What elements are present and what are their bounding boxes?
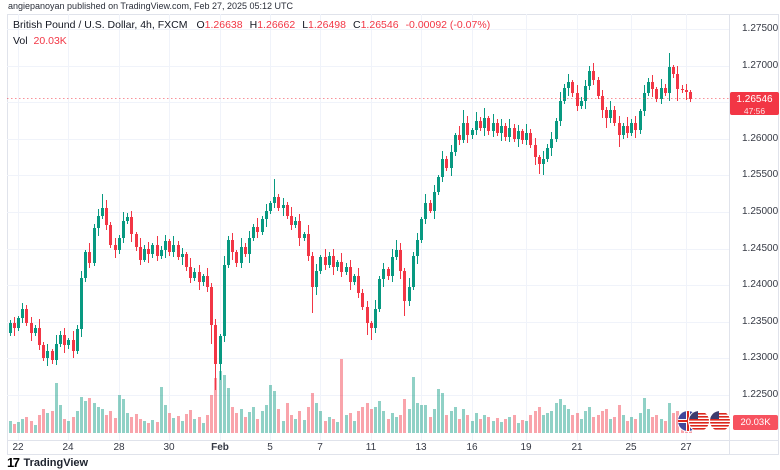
usd-flag-icon: [709, 410, 731, 432]
attribution-text: angiepanoyan published on TradingView.co…: [8, 1, 294, 11]
time-tick-label: 19: [520, 442, 532, 453]
usd-flag-icon-pair: [688, 410, 710, 432]
price-tick-label: 1.27000: [742, 60, 779, 71]
time-tick-label: 24: [62, 442, 74, 453]
time-axis-separator: [7, 440, 779, 441]
open-label: O: [196, 19, 205, 31]
tradingview-logo-text: TradingView: [23, 456, 89, 469]
last-price-value: 1.26546: [736, 94, 773, 105]
chart-pane-border: [7, 14, 779, 455]
high-value: 1.26662: [257, 19, 296, 31]
time-tick-label: 11: [365, 442, 377, 453]
price-tick-label: 1.25000: [742, 206, 779, 217]
time-tick-label: 27: [680, 442, 692, 453]
price-tick-label: 1.26000: [742, 133, 779, 144]
close-value: 1.26546: [360, 19, 399, 31]
high-label: H: [249, 19, 258, 31]
time-tick-label: 21: [571, 442, 583, 453]
time-tick-label: 28: [113, 442, 125, 453]
low-value: 1.26498: [308, 19, 346, 31]
tradingview-logo-icon: 17: [7, 455, 20, 470]
tradingview-footer[interactable]: 17 TradingView: [7, 455, 88, 470]
price-tick-label: 1.22500: [742, 389, 779, 400]
open-value: 1.26638: [204, 19, 243, 31]
time-tick-label: 16: [466, 442, 478, 453]
symbol-title[interactable]: British Pound / U.S. Dollar, 4h, FXCM: [13, 19, 188, 31]
low-label: L: [302, 19, 309, 31]
candles-layer: [9, 53, 692, 390]
time-tick-label: 7: [317, 442, 323, 453]
volume-label: Vol: [13, 35, 28, 47]
volume-axis-badge: 20.03K: [733, 415, 778, 430]
grid-layer: [7, 14, 729, 440]
time-tick-label: 25: [625, 442, 637, 453]
price-tick-label: 1.23000: [742, 352, 779, 363]
time-tick-label: Feb: [211, 442, 229, 453]
price-tick-label: 1.24500: [742, 243, 779, 254]
price-axis[interactable]: 1.27500 1.27000 1.26000 1.25500 1.25000 1.245…: [730, 0, 780, 455]
price-axis-separator: [729, 14, 730, 455]
time-tick-label: 5: [267, 442, 273, 453]
price-tick-label: 1.27500: [742, 23, 779, 34]
volume-layer: [9, 359, 692, 433]
price-tick-label: 1.25500: [742, 169, 779, 180]
time-tick-label: 22: [12, 442, 24, 453]
price-change: -0.00092 (-0.07%): [405, 19, 491, 31]
symbol-legend: British Pound / U.S. Dollar, 4h, FXCM O1.…: [13, 19, 497, 47]
volume-value: 20.03K: [33, 35, 67, 47]
last-price-badge: 1.26546 47:56: [730, 92, 779, 115]
price-tick-label: 1.23500: [742, 316, 779, 327]
bar-countdown: 47:56: [743, 106, 766, 116]
close-label: C: [353, 19, 361, 31]
time-tick-label: 13: [415, 442, 427, 453]
instrument-flag-icons: [678, 410, 731, 432]
time-axis[interactable]: 22 24 28 30 Feb 5 7 11 13 16 19 21 25 27: [0, 442, 729, 455]
price-tick-label: 1.24000: [742, 279, 779, 290]
time-tick-label: 30: [163, 442, 175, 453]
